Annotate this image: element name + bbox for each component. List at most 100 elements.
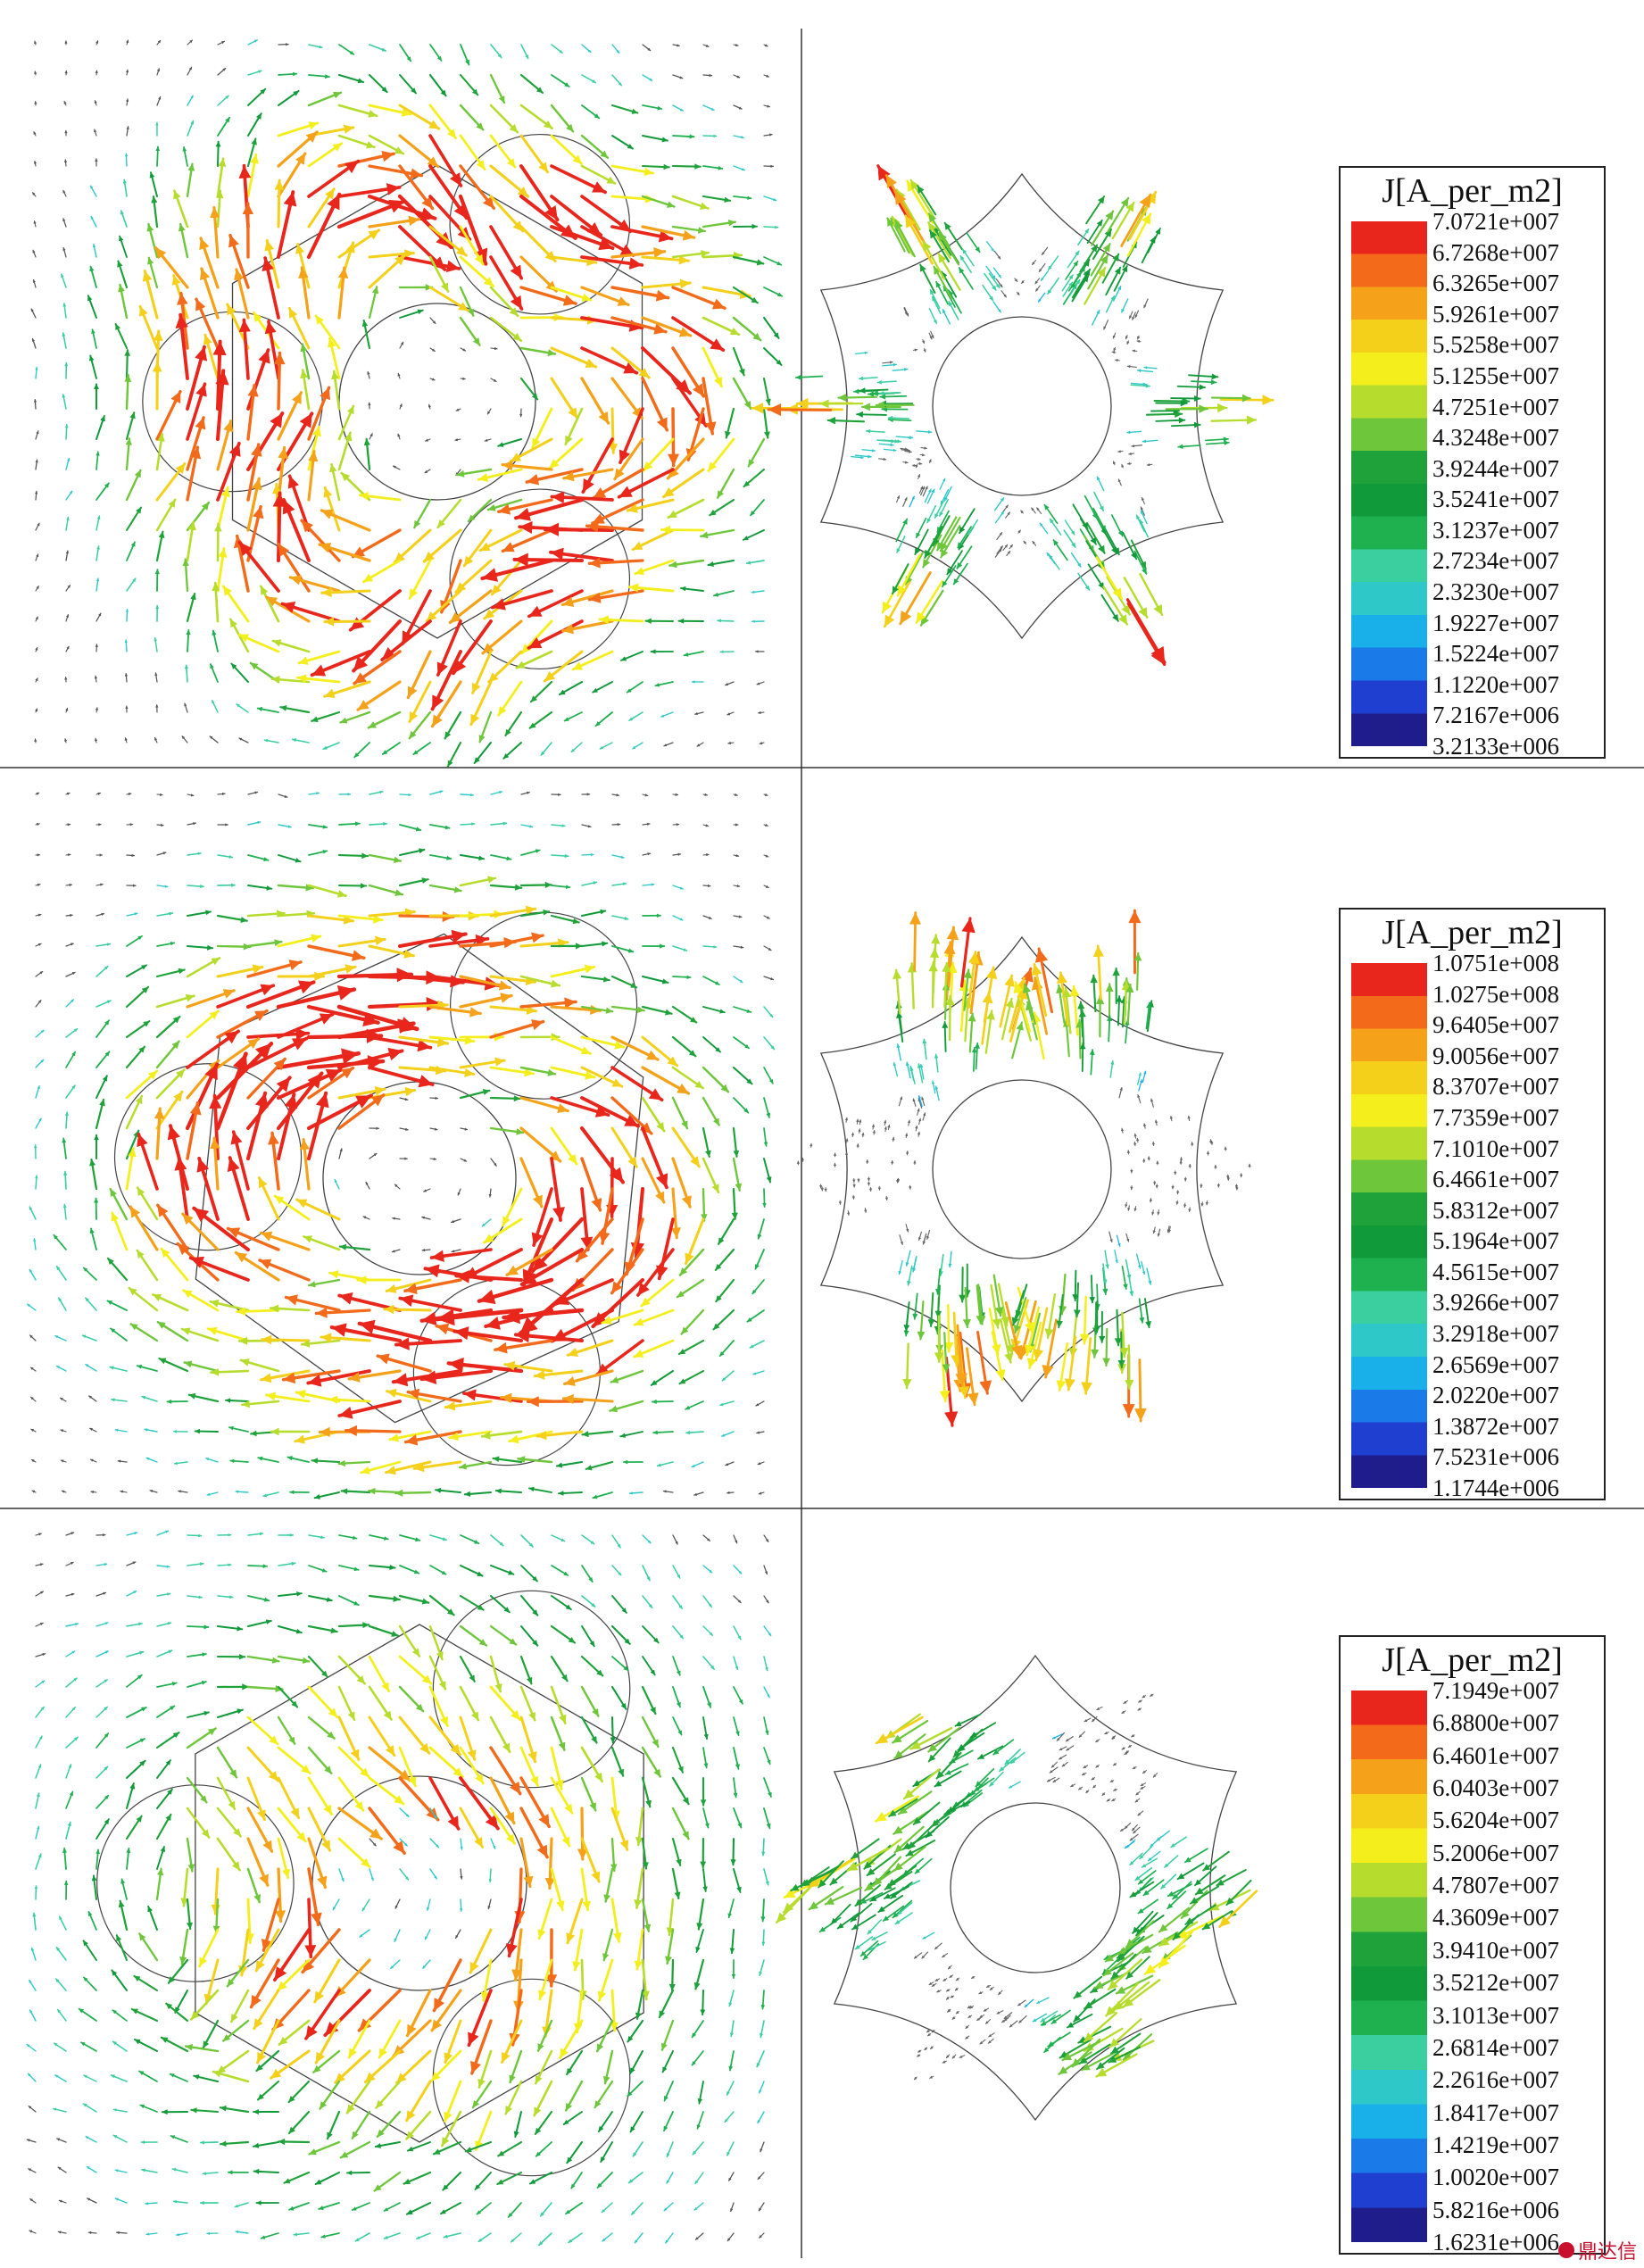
- current-density-arrow: [536, 2019, 553, 2052]
- current-density-arrow: [60, 1429, 67, 1433]
- current-density-arrow: [911, 463, 917, 468]
- current-density-arrow: [994, 511, 1005, 524]
- current-density-arrow: [700, 1990, 706, 2016]
- current-density-arrow: [519, 408, 523, 418]
- current-density-arrow: [519, 1594, 539, 1616]
- current-density-arrow: [428, 1776, 461, 1831]
- current-density-arrow: [478, 710, 493, 744]
- current-density-arrow: [763, 1067, 774, 1084]
- current-density-arrow: [598, 615, 644, 625]
- current-density-arrow: [1016, 291, 1020, 296]
- current-density-arrow: [182, 558, 189, 593]
- current-density-arrow: [1099, 1310, 1106, 1343]
- current-density-arrow: [1248, 1163, 1251, 1168]
- current-density-arrow: [895, 436, 914, 440]
- current-density-arrow: [368, 164, 424, 179]
- current-density-arrow: [642, 1656, 656, 1676]
- current-density-arrow: [246, 939, 283, 948]
- current-density-arrow: [592, 681, 613, 694]
- current-density-arrow: [733, 223, 758, 229]
- current-density-arrow: [1133, 1141, 1137, 1147]
- legend-value: 7.0721e+007: [1432, 208, 1559, 235]
- current-density-arrow: [393, 528, 432, 564]
- current-density-arrow: [312, 2049, 341, 2073]
- current-density-arrow: [507, 2202, 522, 2218]
- current-density-arrow: [1061, 274, 1074, 292]
- current-density-arrow: [1138, 1699, 1143, 1703]
- current-density-arrow: [861, 1132, 865, 1138]
- current-density-arrow: [751, 619, 765, 623]
- current-density-arrow: [186, 1776, 208, 1804]
- legend-value: 1.1220e+007: [1432, 670, 1559, 698]
- current-density-arrow: [922, 486, 928, 497]
- current-density-arrow: [217, 1533, 232, 1537]
- current-density-arrow: [1079, 517, 1097, 545]
- current-density-arrow: [255, 2049, 280, 2073]
- current-density-arrow: [1110, 2032, 1142, 2055]
- current-density-arrow: [915, 580, 944, 624]
- current-density-arrow: [460, 793, 474, 797]
- current-density-arrow: [57, 1297, 67, 1311]
- current-density-arrow: [531, 1187, 553, 1248]
- current-density-arrow: [875, 1795, 920, 1823]
- current-density-arrow: [34, 708, 38, 713]
- current-density-arrow: [125, 985, 150, 1009]
- current-density-arrow: [1119, 1826, 1128, 1832]
- current-density-arrow: [940, 525, 961, 559]
- current-density-arrow: [641, 1837, 649, 1870]
- current-density-arrow: [221, 585, 250, 623]
- current-density-arrow: [920, 446, 927, 450]
- current-density-arrow: [273, 1928, 311, 1982]
- current-density-arrow: [988, 272, 1001, 289]
- current-density-arrow: [1128, 311, 1133, 320]
- current-density-arrow: [1114, 1250, 1118, 1264]
- current-density-arrow: [489, 104, 519, 134]
- current-density-arrow: [94, 1134, 99, 1159]
- current-density-arrow: [62, 218, 67, 228]
- rotor-bore: [311, 1775, 527, 1991]
- current-density-arrow: [1095, 1764, 1100, 1768]
- current-density-arrow: [878, 457, 887, 461]
- current-density-arrow: [671, 1066, 704, 1090]
- current-density-arrow: [198, 1928, 220, 1968]
- current-density-arrow: [983, 2007, 990, 2012]
- current-density-arrow: [957, 1732, 985, 1751]
- legend-value: 5.1964e+007: [1432, 1227, 1559, 1255]
- current-density-arrow: [732, 1157, 743, 1192]
- current-density-arrow: [1035, 285, 1041, 292]
- current-density-arrow: [934, 1053, 939, 1073]
- current-density-arrow: [939, 478, 946, 490]
- current-density-arrow: [278, 1591, 303, 1597]
- current-density-arrow: [313, 1491, 341, 1500]
- current-density-arrow: [368, 1624, 400, 1637]
- current-density-arrow: [1184, 1904, 1216, 1925]
- current-density-arrow: [1142, 439, 1158, 444]
- current-density-arrow: [138, 304, 159, 350]
- current-density-arrow: [1146, 462, 1153, 467]
- current-density-arrow: [199, 267, 220, 320]
- current-density-arrow: [202, 2172, 219, 2176]
- current-density-arrow: [1134, 1867, 1153, 1882]
- current-density-arrow: [35, 1059, 45, 1068]
- current-density-arrow: [513, 1329, 584, 1343]
- current-density-arrow: [308, 2140, 341, 2156]
- current-density-arrow: [733, 195, 752, 201]
- current-density-arrow: [927, 1726, 961, 1753]
- current-density-arrow: [397, 372, 401, 379]
- current-density-arrow: [927, 1737, 951, 1763]
- current-density-arrow: [81, 1334, 97, 1342]
- current-density-arrow: [931, 934, 941, 980]
- current-density-arrow: [65, 1084, 76, 1099]
- current-density-arrow: [904, 1133, 909, 1138]
- current-density-arrow: [610, 1898, 622, 1943]
- current-density-arrow: [459, 1746, 485, 1785]
- current-density-arrow: [399, 403, 403, 410]
- current-density-arrow: [580, 1157, 602, 1212]
- current-density-arrow: [1119, 1311, 1129, 1358]
- current-density-arrow: [854, 454, 872, 459]
- current-density-arrow: [714, 1248, 735, 1271]
- current-density-arrow: [480, 1958, 493, 2002]
- current-density-arrow: [1113, 264, 1128, 292]
- current-density-arrow: [1130, 1168, 1133, 1174]
- current-density-arrow: [347, 1369, 402, 1383]
